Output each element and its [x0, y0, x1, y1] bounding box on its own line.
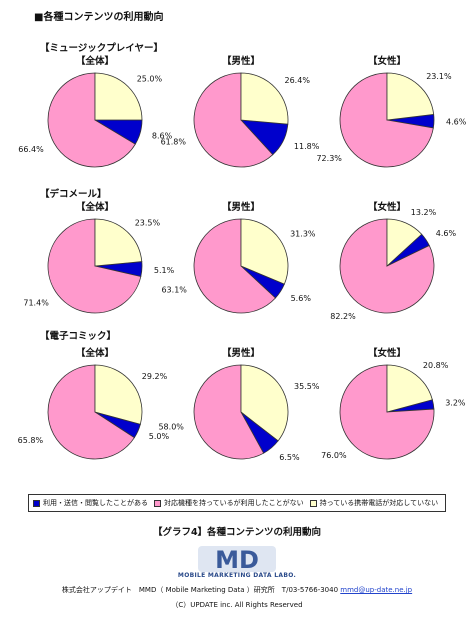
pie-data-label: 63.1% — [161, 286, 187, 295]
pie-data-label: 61.8% — [161, 137, 187, 146]
pie-data-label: 23.1% — [426, 72, 452, 81]
pie-data-label: 72.3% — [316, 154, 342, 163]
pie-data-label: 23.5% — [135, 218, 161, 227]
legend-item-not-supported: 持っている携帯電話が対応していない — [309, 498, 439, 508]
pie-slice — [94, 72, 143, 121]
pie-slice — [193, 72, 274, 168]
pie-slice — [47, 218, 142, 314]
pie-slice — [240, 72, 289, 125]
pie-title: 【男性】 — [222, 201, 260, 213]
pie-data-label: 3.2% — [445, 398, 466, 407]
pie-data-label: 26.4% — [285, 76, 311, 85]
section-title-music-player: 【ミュージックプレイヤー】 — [40, 43, 164, 54]
legend-swatch-yellow — [309, 499, 317, 507]
pie-slice — [47, 364, 135, 460]
pie-data-label: 8.6% — [152, 132, 173, 141]
pie-slice — [47, 72, 136, 168]
pie-slice — [94, 364, 143, 425]
pie-slice — [193, 364, 265, 460]
pie-title: 【全体】 — [76, 201, 114, 213]
pie-data-label: 76.0% — [321, 451, 347, 460]
legend-label-used: 利用・送信・閲覧したことがある — [43, 499, 148, 507]
pie-slice — [240, 218, 289, 285]
pie-data-label: 20.8% — [423, 361, 449, 370]
pie-title: 【女性】 — [368, 201, 406, 213]
pie-slice — [240, 364, 289, 442]
footer-copyright: （C）UPDATE inc. All Rights Reserved — [171, 601, 303, 609]
pie-slice — [193, 218, 277, 314]
pie-data-label: 65.8% — [18, 436, 44, 445]
pie-title: 【女性】 — [368, 55, 406, 67]
legend-label-not-supported: 持っている携帯電話が対応していない — [319, 499, 439, 507]
logo-subtitle: MOBILE MARKETING DATA LABO. — [177, 572, 297, 579]
pie-data-label: 66.4% — [18, 145, 44, 154]
pie-slice — [386, 364, 433, 413]
mmd-logo: MD — [198, 546, 276, 574]
figure-caption: 【グラフ4】各種コンテンツの利用動向 — [152, 527, 322, 538]
legend-swatch-blue — [33, 499, 40, 507]
pie-data-label: 11.8% — [294, 142, 320, 151]
pie-data-label: 4.6% — [436, 229, 457, 238]
section-title-deco-mail: 【デコメール】 — [40, 189, 107, 200]
pie-data-label: 5.6% — [291, 294, 312, 303]
pie-data-label: 5.0% — [149, 432, 170, 441]
pie-data-label: 13.2% — [411, 208, 437, 217]
pie-data-label: 6.5% — [279, 453, 300, 462]
pie-title: 【男性】 — [222, 347, 260, 359]
page-title: ■各種コンテンツの利用動向 — [34, 12, 164, 23]
pie-title: 【全体】 — [76, 347, 114, 359]
logo-mark: MD — [215, 546, 259, 574]
pie-data-label: 58.0% — [158, 423, 184, 432]
pie-data-label: 25.0% — [137, 74, 163, 83]
chart-legend: 利用・送信・閲覧したことがある 対応機種を持っているが利用したことがない 持って… — [28, 494, 446, 512]
pie-data-label: 71.4% — [23, 299, 49, 308]
legend-item-not-used: 対応機種を持っているが利用したことがない — [154, 498, 304, 508]
pie-slice — [386, 218, 423, 267]
logo-backdrop — [198, 546, 276, 572]
pie-charts-grid: 【全体】 8.6% 66.4% 25.0% 【男性】 11.8% 61.8% 26.4% 【女性… — [18, 55, 467, 462]
email-link[interactable]: mmd@up-date.ne.jp — [340, 586, 413, 594]
pie-data-label: 35.5% — [294, 382, 320, 391]
pie-data-label: 31.3% — [290, 229, 316, 238]
pie-title: 【全体】 — [76, 55, 114, 67]
legend-swatch-pink — [154, 499, 161, 507]
pie-title: 【女性】 — [368, 347, 406, 359]
pie-data-label: 5.1% — [154, 266, 175, 275]
section-title-e-comic: 【電子コミック】 — [40, 331, 117, 342]
company-info: 株式会社アップデイト MMD（ Mobile Marketing Data ）研… — [61, 586, 339, 594]
pie-title: 【男性】 — [222, 55, 260, 67]
pie-data-label: 4.6% — [446, 118, 467, 127]
pie-data-label: 29.2% — [142, 372, 168, 381]
pie-slice — [94, 218, 143, 267]
pie-slice — [386, 72, 435, 121]
footer-company: 株式会社アップデイト MMD（ Mobile Marketing Data ）研… — [0, 585, 474, 595]
legend-item-used: 利用・送信・閲覧したことがある — [33, 498, 148, 508]
legend-label-not-used: 対応機種を持っているが利用したことがない — [164, 499, 304, 507]
pie-data-label: 82.2% — [330, 312, 356, 321]
